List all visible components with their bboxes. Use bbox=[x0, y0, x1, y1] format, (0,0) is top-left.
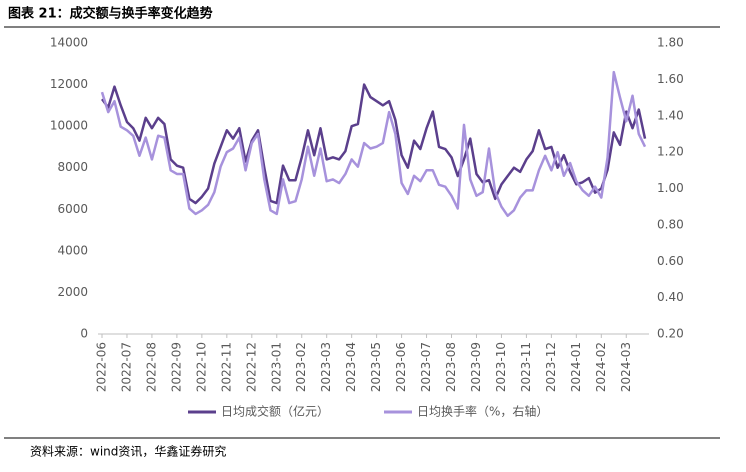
x-tick-label: 2023-05 bbox=[369, 342, 383, 392]
x-tick-label: 2022-10 bbox=[194, 342, 208, 392]
y2-tick-label: 0.40 bbox=[657, 290, 684, 304]
x-tick-label: 2024-01 bbox=[569, 342, 583, 392]
line-series bbox=[101, 83, 647, 205]
x-tick-label: 2024-03 bbox=[619, 342, 633, 392]
x-tick-label: 2022-11 bbox=[219, 342, 233, 392]
y-tick-label: 10000 bbox=[50, 119, 88, 133]
x-tick-label: 2022-07 bbox=[119, 342, 133, 392]
x-tick-label: 2023-09 bbox=[469, 342, 483, 392]
x-tick-label: 2023-10 bbox=[494, 342, 508, 392]
y2-tick-label: 1.20 bbox=[657, 145, 684, 159]
y-tick-label: 14000 bbox=[50, 36, 88, 50]
legend-label: 日均成交额（亿元） bbox=[221, 404, 329, 419]
line-series bbox=[100, 70, 647, 218]
y2-tick-label: 0.60 bbox=[657, 254, 684, 268]
y-tick-label: 8000 bbox=[57, 160, 88, 174]
chart-title: 图表 21：成交额与换手率变化趋势 bbox=[8, 6, 213, 22]
x-tick-label: 2023-06 bbox=[394, 342, 408, 392]
y-tick-label: 2000 bbox=[57, 285, 88, 299]
y2-tick-label: 0.20 bbox=[657, 327, 684, 341]
x-tick-label: 2023-08 bbox=[444, 342, 458, 392]
y-tick-label: 0 bbox=[80, 327, 88, 341]
x-tick-label: 2022-06 bbox=[95, 342, 109, 392]
x-tick-label: 2023-04 bbox=[344, 342, 358, 392]
x-tick-label: 2023-12 bbox=[544, 342, 558, 392]
y2-tick-label: 0.80 bbox=[657, 217, 684, 231]
y2-tick-label: 1.60 bbox=[657, 72, 684, 86]
x-tick-label: 2023-07 bbox=[419, 342, 433, 392]
y2-tick-label: 1.40 bbox=[657, 108, 684, 122]
x-tick-label: 2023-03 bbox=[319, 342, 333, 392]
y-tick-label: 12000 bbox=[50, 77, 88, 91]
y-tick-label: 6000 bbox=[57, 202, 88, 216]
y2-tick-label: 1.00 bbox=[657, 181, 684, 195]
x-tick-label: 2023-11 bbox=[519, 342, 533, 392]
x-tick-label: 2022-09 bbox=[169, 342, 183, 392]
source: 资料来源：wind资讯，华鑫证券研究 bbox=[30, 444, 226, 459]
x-tick-label: 2022-08 bbox=[144, 342, 158, 392]
x-tick-label: 2023-01 bbox=[269, 342, 283, 392]
x-tick-label: 2022-12 bbox=[244, 342, 258, 392]
y-tick-label: 4000 bbox=[57, 243, 88, 257]
x-tick-label: 2024-02 bbox=[594, 342, 608, 392]
x-tick-label: 2023-02 bbox=[294, 342, 308, 392]
legend-label: 日均换手率（%，右轴） bbox=[417, 404, 548, 419]
y2-tick-label: 1.80 bbox=[657, 36, 684, 50]
